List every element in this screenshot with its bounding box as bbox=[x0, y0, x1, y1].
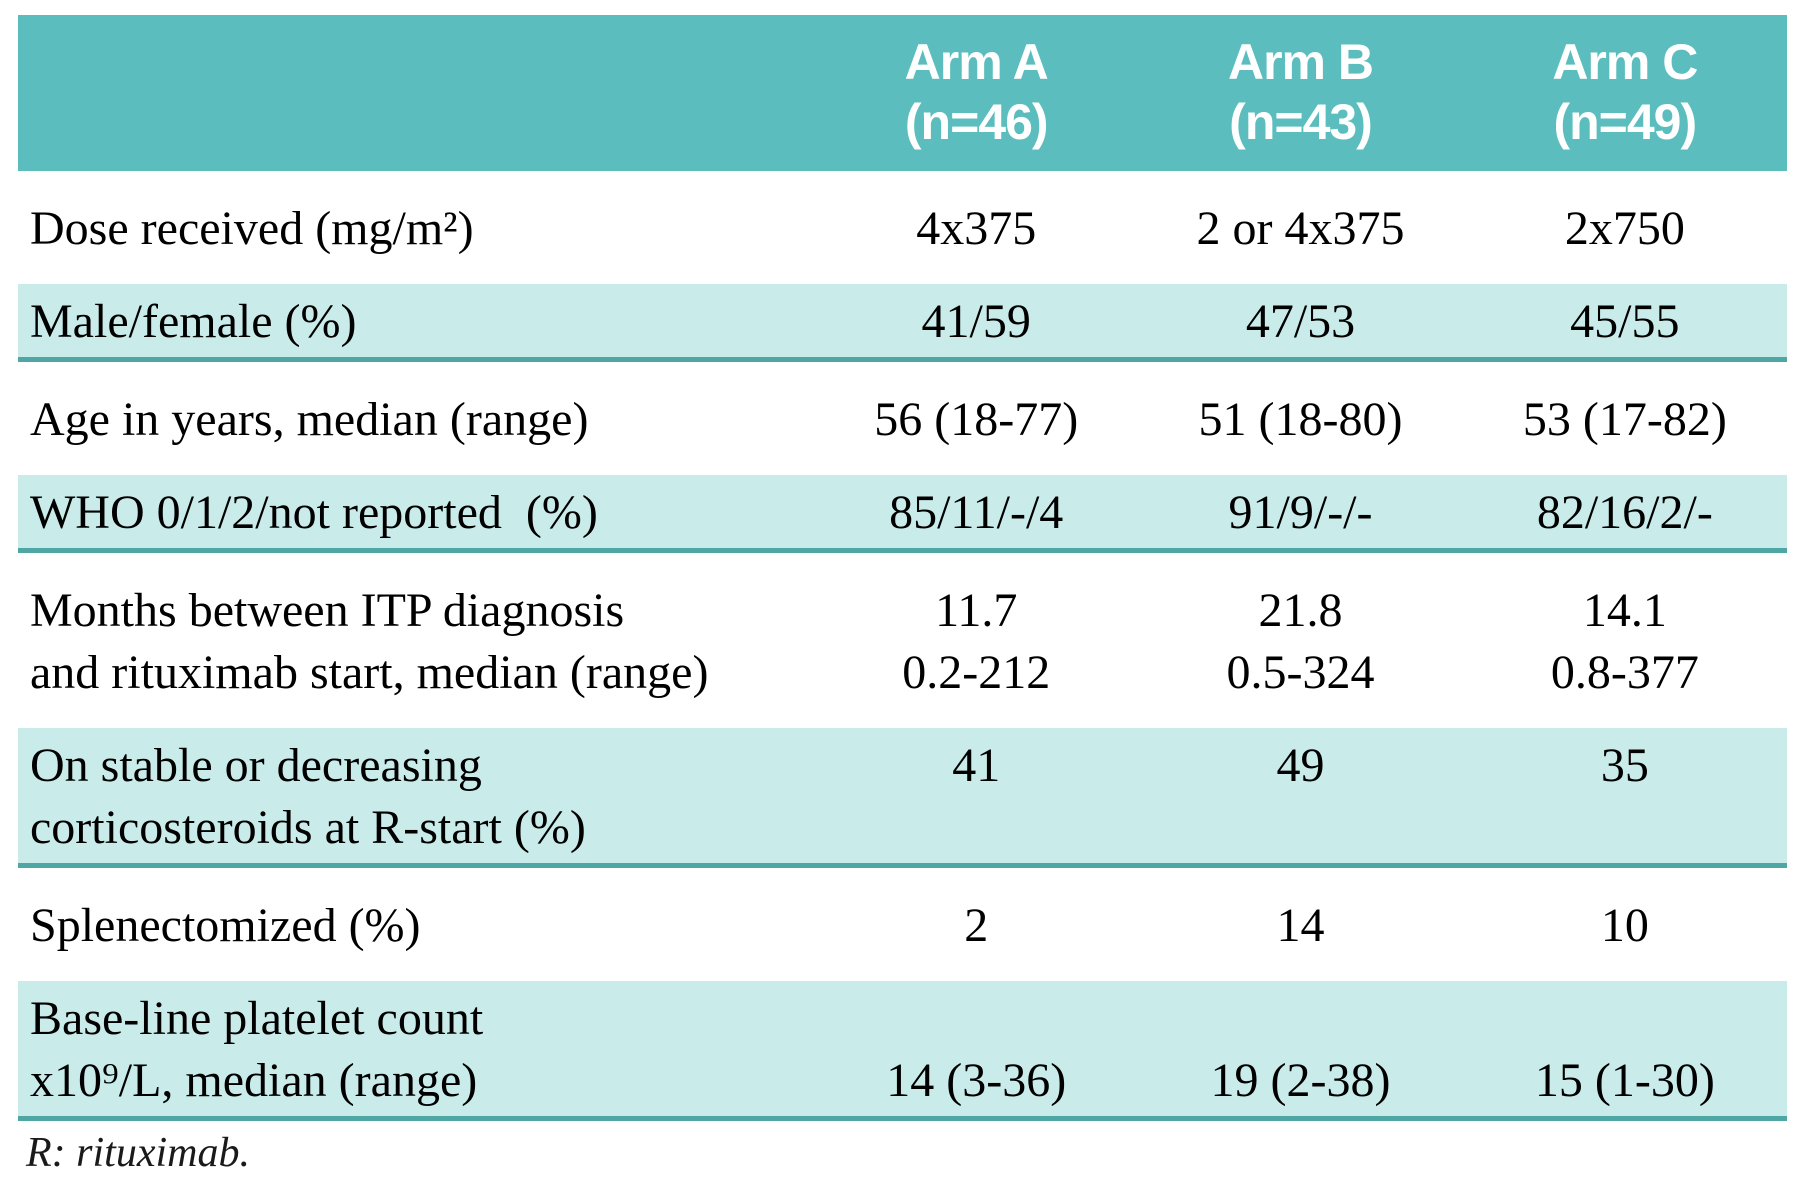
cell-arm-c: 45/55 bbox=[1462, 284, 1787, 360]
cell-arm-b: 14 bbox=[1138, 865, 1463, 981]
cell-arm-a: 41/59 bbox=[814, 284, 1139, 360]
cell-arm-b: 49 bbox=[1138, 728, 1463, 866]
cell-arm-b: 51 (18-80) bbox=[1138, 359, 1463, 475]
footnote: R: rituximab. bbox=[26, 1130, 250, 1176]
row-label: On stable or decreasing corticosteroids … bbox=[18, 728, 815, 866]
row-label: Months between ITP diagnosis and rituxim… bbox=[18, 550, 815, 728]
cell-arm-c: 15 (1-30) bbox=[1462, 981, 1787, 1119]
row-label: WHO 0/1/2/not reported (%) bbox=[18, 475, 815, 551]
cell-arm-c: 35 bbox=[1462, 728, 1787, 866]
cell-arm-c: 14.1 0.8-377 bbox=[1462, 550, 1787, 728]
cell-arm-c: 82/16/2/- bbox=[1462, 475, 1787, 551]
cell-arm-b: 21.8 0.5-324 bbox=[1138, 550, 1463, 728]
cell-arm-b: 91/9/-/- bbox=[1138, 475, 1463, 551]
cell-arm-c: 2x750 bbox=[1462, 171, 1787, 284]
row-label: Dose received (mg/m²) bbox=[18, 171, 815, 284]
table-row-splenectomized: Splenectomized (%) 2 14 10 bbox=[18, 865, 1787, 981]
header-arm-a: Arm A (n=46) bbox=[814, 15, 1139, 171]
cell-arm-b: 47/53 bbox=[1138, 284, 1463, 360]
header-empty-cell bbox=[18, 15, 815, 171]
patient-characteristics-table: Arm A (n=46) Arm B (n=43) Arm C (n=49) D… bbox=[18, 15, 1787, 1121]
table-row-corticosteroids: On stable or decreasing corticosteroids … bbox=[18, 728, 1787, 866]
header-row: Arm A (n=46) Arm B (n=43) Arm C (n=49) bbox=[18, 15, 1787, 171]
cell-arm-b: 19 (2-38) bbox=[1138, 981, 1463, 1119]
row-label: Base-line platelet count x10⁹/L, median … bbox=[18, 981, 815, 1119]
cell-arm-a: 2 bbox=[814, 865, 1139, 981]
row-label: Male/female (%) bbox=[18, 284, 815, 360]
table-row-who-status: WHO 0/1/2/not reported (%) 85/11/-/4 91/… bbox=[18, 475, 1787, 551]
header-arm-b: Arm B (n=43) bbox=[1138, 15, 1463, 171]
row-label: Splenectomized (%) bbox=[18, 865, 815, 981]
row-label: Age in years, median (range) bbox=[18, 359, 815, 475]
cell-arm-a: 56 (18-77) bbox=[814, 359, 1139, 475]
table-row-baseline-platelet-count: Base-line platelet count x10⁹/L, median … bbox=[18, 981, 1787, 1119]
cell-arm-c: 10 bbox=[1462, 865, 1787, 981]
cell-arm-a: 11.7 0.2-212 bbox=[814, 550, 1139, 728]
cell-arm-a: 4x375 bbox=[814, 171, 1139, 284]
table-row-months-between-diagnosis: Months between ITP diagnosis and rituxim… bbox=[18, 550, 1787, 728]
table-row-age: Age in years, median (range) 56 (18-77) … bbox=[18, 359, 1787, 475]
table-row-male-female: Male/female (%) 41/59 47/53 45/55 bbox=[18, 284, 1787, 360]
cell-arm-c: 53 (17-82) bbox=[1462, 359, 1787, 475]
cell-arm-b: 2 or 4x375 bbox=[1138, 171, 1463, 284]
table-row-dose-received: Dose received (mg/m²) 4x375 2 or 4x375 2… bbox=[18, 171, 1787, 284]
cell-arm-a: 85/11/-/4 bbox=[814, 475, 1139, 551]
cell-arm-a: 14 (3-36) bbox=[814, 981, 1139, 1119]
header-arm-c: Arm C (n=49) bbox=[1462, 15, 1787, 171]
cell-arm-a: 41 bbox=[814, 728, 1139, 866]
